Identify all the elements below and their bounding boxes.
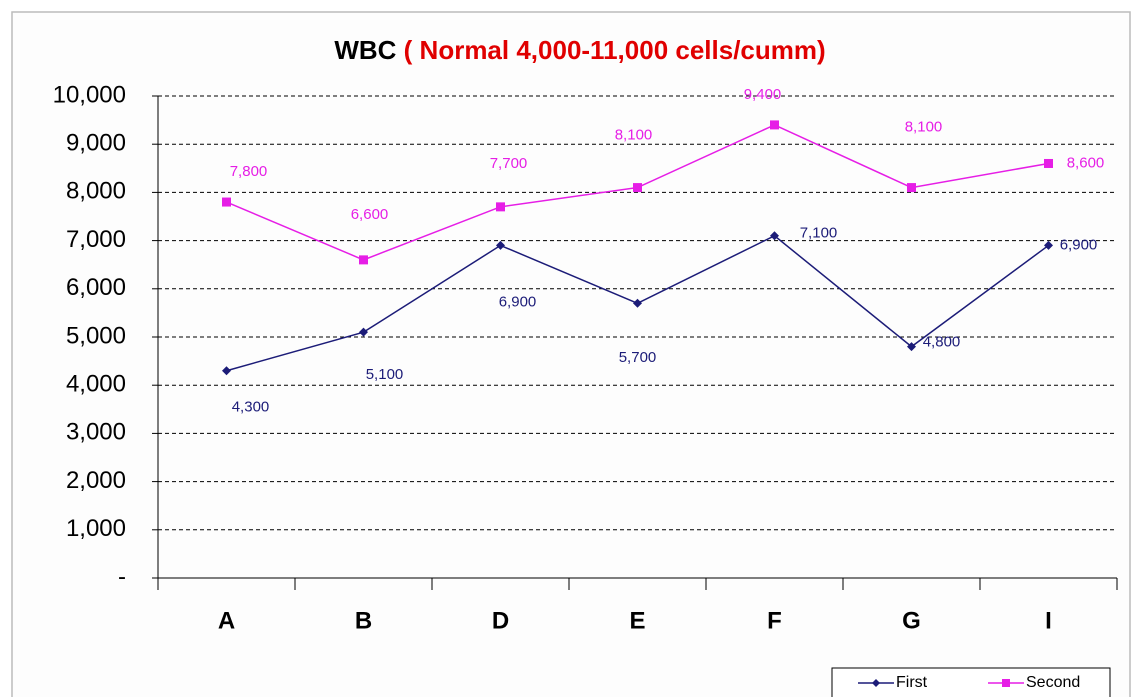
data-label: 5,700 <box>619 349 657 366</box>
data-label: 6,900 <box>1060 236 1098 253</box>
marker <box>1044 158 1053 168</box>
y-tick-label: 3,000 <box>66 419 126 446</box>
y-tick-label: 1,000 <box>66 515 126 542</box>
data-label: 4,300 <box>232 399 270 416</box>
marker <box>1044 240 1053 250</box>
legend-marker <box>872 679 880 687</box>
x-tick-label: I <box>1045 607 1052 634</box>
data-label: 5,100 <box>366 366 404 383</box>
data-label: 9,400 <box>744 86 782 103</box>
marker <box>222 197 231 207</box>
data-label: 8,100 <box>615 127 653 144</box>
subtitle: ( Normal 4,000-11,000 cells/cumm) <box>404 35 826 65</box>
marker <box>222 366 231 376</box>
x-tick-label: A <box>218 607 235 634</box>
y-tick-label: 7,000 <box>66 226 126 253</box>
data-label: 7,100 <box>800 225 838 242</box>
y-tick-label: - <box>118 563 126 590</box>
data-label: 8,600 <box>1067 154 1105 171</box>
legend-label: First <box>896 674 928 691</box>
y-tick-label: 4,000 <box>66 371 126 398</box>
marker <box>907 342 916 352</box>
chart-frame <box>11 11 1131 697</box>
x-tick-label: B <box>355 607 372 634</box>
marker <box>359 255 368 265</box>
y-tick-label: 9,000 <box>66 130 126 157</box>
data-label: 6,900 <box>499 293 537 310</box>
y-tick-label: 8,000 <box>66 178 126 205</box>
marker <box>770 231 779 241</box>
y-tick-label: 10,000 <box>53 81 126 108</box>
x-tick-label: G <box>902 607 921 634</box>
marker <box>633 298 642 308</box>
data-label: 7,800 <box>230 163 268 180</box>
marker <box>496 240 505 250</box>
y-tick-label: 5,000 <box>66 322 126 349</box>
legend-label: Second <box>1026 674 1080 691</box>
data-label: 4,800 <box>923 334 961 351</box>
marker <box>770 120 779 130</box>
x-tick-label: D <box>492 607 509 634</box>
title: WBC <box>334 35 396 65</box>
marker <box>633 183 642 193</box>
x-tick-label: E <box>629 607 645 634</box>
x-tick-label: F <box>767 607 782 634</box>
data-label: 6,600 <box>351 206 389 223</box>
legend-marker <box>1002 679 1010 687</box>
marker <box>907 183 916 193</box>
marker <box>359 327 368 337</box>
data-label: 7,700 <box>490 155 528 172</box>
y-tick-label: 6,000 <box>66 274 126 301</box>
y-tick-label: 2,000 <box>66 467 126 494</box>
chart-title: WBC ( Normal 4,000-11,000 cells/cumm) <box>334 35 825 65</box>
marker <box>496 202 505 212</box>
data-label: 8,100 <box>905 119 943 136</box>
